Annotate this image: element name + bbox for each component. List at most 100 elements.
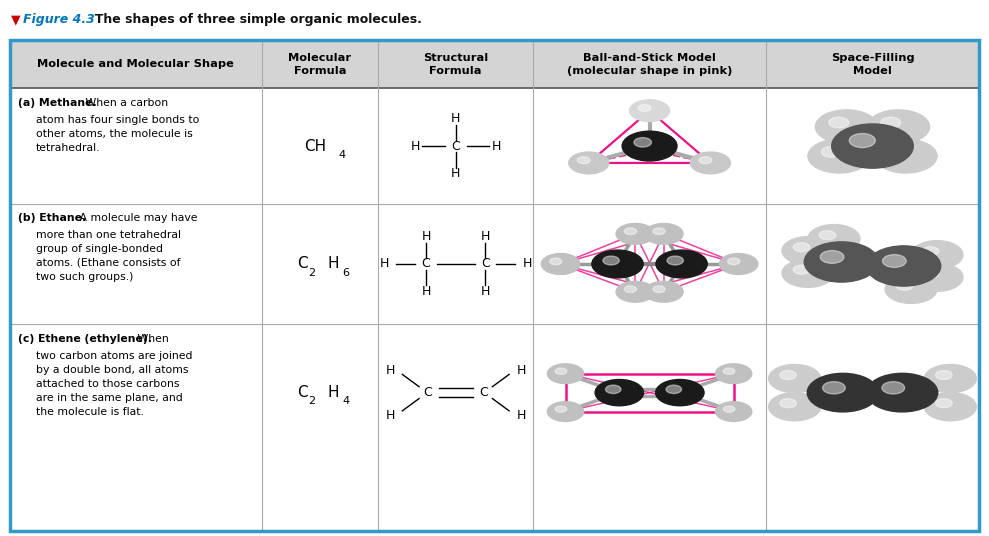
Circle shape	[885, 276, 937, 303]
Circle shape	[925, 392, 976, 421]
Circle shape	[728, 258, 740, 265]
Text: When a carbon: When a carbon	[82, 98, 168, 108]
Circle shape	[782, 259, 834, 287]
Text: The shapes of three simple organic molecules.: The shapes of three simple organic molec…	[86, 13, 422, 26]
Circle shape	[634, 138, 652, 147]
Circle shape	[819, 230, 836, 240]
Circle shape	[815, 110, 877, 144]
Text: Figure 4.3: Figure 4.3	[23, 13, 95, 26]
Text: C: C	[297, 385, 308, 400]
Circle shape	[595, 379, 644, 406]
Text: two carbon atoms are joined
by a double bond, all atoms
attached to those carbon: two carbon atoms are joined by a double …	[36, 351, 192, 416]
Text: more than one tetrahedral
group of single-bonded
atoms. (Ethane consists of
two : more than one tetrahedral group of singl…	[36, 230, 181, 282]
Text: H: H	[522, 257, 532, 271]
Circle shape	[888, 146, 908, 157]
Text: H: H	[481, 285, 491, 299]
Text: H: H	[481, 229, 491, 243]
Text: (b) Ethane.: (b) Ethane.	[18, 213, 86, 224]
Circle shape	[936, 370, 952, 379]
Circle shape	[882, 382, 905, 394]
Circle shape	[807, 373, 878, 412]
Text: Molecule and Molecular Shape: Molecule and Molecular Shape	[38, 59, 234, 69]
Circle shape	[666, 385, 681, 393]
Circle shape	[624, 286, 637, 293]
Circle shape	[630, 100, 670, 122]
Circle shape	[866, 373, 938, 412]
Text: 2: 2	[309, 396, 315, 406]
Text: H: H	[421, 285, 431, 299]
Text: H: H	[327, 257, 338, 271]
Circle shape	[922, 247, 939, 256]
Circle shape	[874, 139, 937, 173]
Text: H: H	[451, 167, 461, 181]
Circle shape	[578, 157, 590, 163]
Text: Space-Filling
Model: Space-Filling Model	[831, 53, 914, 76]
Circle shape	[624, 228, 637, 235]
Circle shape	[715, 364, 752, 383]
Circle shape	[804, 242, 878, 282]
Text: H: H	[386, 363, 396, 377]
Text: C: C	[479, 386, 488, 399]
Circle shape	[555, 368, 567, 374]
Circle shape	[638, 105, 651, 111]
Text: H: H	[516, 363, 526, 377]
Circle shape	[936, 399, 952, 408]
Text: H: H	[410, 139, 420, 153]
Circle shape	[616, 224, 655, 244]
Circle shape	[591, 250, 643, 278]
Circle shape	[925, 364, 976, 392]
Circle shape	[653, 286, 666, 293]
Circle shape	[715, 401, 752, 421]
Circle shape	[653, 228, 666, 235]
Circle shape	[880, 117, 901, 128]
Circle shape	[555, 406, 567, 412]
Circle shape	[645, 224, 683, 244]
Circle shape	[882, 255, 906, 267]
Circle shape	[808, 139, 870, 173]
Circle shape	[768, 364, 821, 392]
Circle shape	[820, 250, 844, 263]
Bar	[10, 40, 979, 88]
Text: H: H	[327, 385, 338, 400]
Text: Ball-and-Stick Model
(molecular shape in pink): Ball-and-Stick Model (molecular shape in…	[567, 53, 732, 76]
Circle shape	[638, 144, 651, 151]
Circle shape	[768, 392, 821, 421]
Text: C: C	[451, 139, 460, 153]
Text: A molecule may have: A molecule may have	[76, 213, 198, 224]
Circle shape	[656, 250, 707, 278]
Circle shape	[699, 157, 712, 163]
Text: C: C	[297, 257, 308, 271]
Text: CH: CH	[304, 139, 326, 153]
Bar	[10, 324, 979, 461]
Circle shape	[896, 281, 913, 291]
Circle shape	[793, 243, 810, 252]
Circle shape	[808, 225, 859, 252]
Circle shape	[690, 152, 731, 174]
Circle shape	[550, 258, 562, 265]
Circle shape	[829, 117, 849, 128]
Text: H: H	[451, 111, 461, 125]
Text: 6: 6	[342, 267, 349, 278]
Circle shape	[850, 133, 875, 147]
Text: Molecular
Formula: Molecular Formula	[289, 53, 352, 76]
Text: H: H	[380, 257, 390, 271]
Circle shape	[723, 406, 735, 412]
Circle shape	[821, 146, 842, 157]
Text: ▼: ▼	[11, 13, 21, 26]
Bar	[10, 88, 979, 204]
Circle shape	[719, 254, 758, 274]
Circle shape	[867, 110, 930, 144]
Text: 4: 4	[338, 150, 345, 160]
Circle shape	[723, 368, 735, 374]
Bar	[10, 204, 979, 324]
Text: C: C	[481, 257, 490, 271]
Circle shape	[541, 254, 580, 274]
Text: When: When	[135, 334, 169, 344]
Text: H: H	[386, 408, 396, 422]
Circle shape	[547, 364, 584, 383]
Text: H: H	[421, 229, 431, 243]
Text: Structural
Formula: Structural Formula	[423, 53, 489, 76]
Circle shape	[793, 265, 810, 274]
Circle shape	[911, 263, 963, 292]
Circle shape	[667, 256, 683, 265]
